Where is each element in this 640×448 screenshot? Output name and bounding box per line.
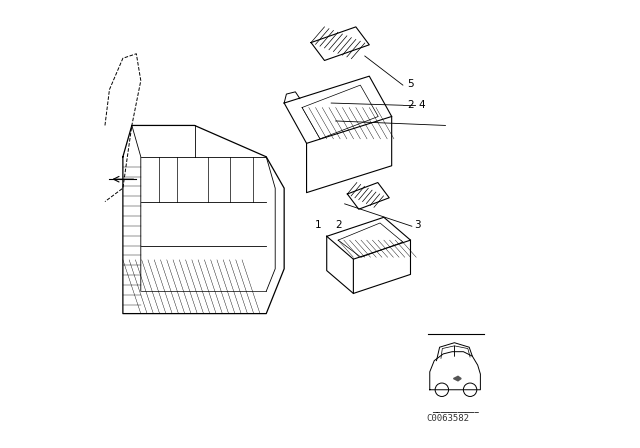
Text: 3: 3 (414, 220, 420, 230)
Polygon shape (454, 376, 461, 381)
Text: ___________: ___________ (433, 404, 479, 413)
Text: 1: 1 (315, 220, 321, 230)
Text: 5: 5 (407, 79, 414, 89)
Text: C0063582: C0063582 (426, 414, 469, 423)
Text: 4: 4 (419, 99, 425, 109)
Text: 2: 2 (407, 99, 414, 109)
Text: 2: 2 (335, 220, 341, 230)
